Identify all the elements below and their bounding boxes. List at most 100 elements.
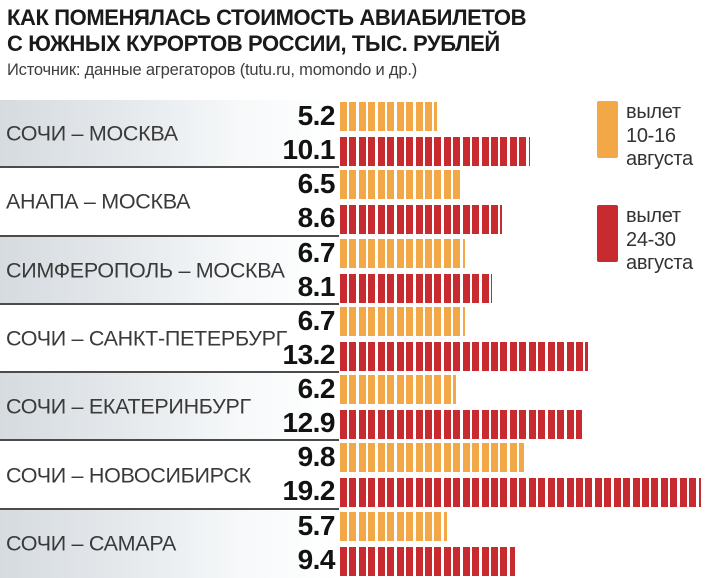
row-background [0,373,339,442]
bar-segment [406,170,414,200]
chart-row: СОЧИ – НОВОСИБИРСК 9.8 19.2 [0,441,705,510]
bar-segment [387,443,395,473]
bar-segment [368,511,376,541]
legend-label-late: вылет 24-30 августа [626,205,693,276]
bar-segment [377,341,385,371]
bar-segment [340,273,347,303]
bar-segment [387,375,395,405]
bar-late-flight [340,341,591,371]
bar-segment [387,137,395,166]
bar-late-flight [340,546,518,576]
bar-segment [481,205,489,235]
bar-early-flight [340,102,440,131]
bar-segment [358,375,366,405]
bar-segment [358,443,366,473]
bar-segment [491,546,498,576]
bar-segment [500,205,502,235]
header: КАК ПОМЕНЯЛАСЬ СТОИМОСТЬ АВИАБИЛЕТОВ С Ю… [7,5,526,80]
bar-segment [396,410,404,440]
bar-segment [443,205,451,235]
bar-segment [387,306,395,336]
bar-segment [453,341,461,371]
bar-segment [528,341,536,371]
bar-segment [519,341,527,371]
bar-segment [349,273,357,303]
value-early-flight: 5.7 [297,509,336,541]
bar-segment [358,478,366,508]
bar-segment [424,375,432,405]
bar-segment [368,205,376,235]
bar-segment [547,478,555,508]
bar-late-flight [340,410,584,440]
bar-segment [406,273,414,303]
bar-segment [349,443,357,473]
bar-segment [396,443,404,473]
bar-segment [358,238,366,268]
legend-label-line: августа [626,252,693,274]
bar-segment [368,273,376,303]
bar-segment [396,137,404,166]
bar-segment [443,546,451,576]
bar-segment [538,410,546,440]
bar-segment [434,511,442,541]
bar-segment [472,273,480,303]
bar-segment [679,478,687,508]
bar-segment [424,306,432,336]
bar-segment [368,102,376,131]
bar-segment [340,205,347,235]
bar-segment [415,238,423,268]
bar-segment [434,375,442,405]
bar-segment [453,238,461,268]
row-background [0,305,339,374]
bar-segment [358,341,366,371]
bar-segment [453,137,461,166]
bar-segment [453,273,461,303]
bar-segment [415,137,423,166]
legend-swatch-red [597,205,618,262]
bar-segment [443,410,451,440]
row-background [0,509,339,578]
bar-segment [462,443,470,473]
bar-segment [509,137,517,166]
bar-segment [424,102,432,131]
bar-segment [396,205,404,235]
bar-segment [623,478,631,508]
bar-late-flight [340,205,504,235]
bar-segment [443,375,451,405]
bar-segment [642,478,649,508]
bar-segment [387,410,395,440]
bar-segment [358,546,366,576]
bar-segment [698,478,702,508]
bar-segment [349,410,357,440]
bar-segment [424,341,432,371]
bar-segment [368,238,376,268]
bar-segment [528,410,536,440]
legend-swatch-orange [597,101,618,158]
bar-chart: СОЧИ – МОСКВА 5.2 10.1 АНАПА – МОСКВА 6.… [0,100,705,578]
bar-segment [424,478,432,508]
bar-segment [424,205,432,235]
bar-segment [585,341,589,371]
bar-segment [415,341,423,371]
bar-segment [472,410,480,440]
bar-segment [340,511,347,541]
route-label: СОЧИ – САМАРА [6,531,176,556]
bar-segment [424,238,432,268]
bar-segment [340,238,347,268]
bar-segment [585,478,593,508]
bar-segment [509,443,517,473]
bar-segment [453,546,461,576]
bar-segment [557,410,565,440]
value-early-flight: 5.2 [297,100,336,131]
bar-segment [358,511,366,541]
bar-segment [368,341,376,371]
bar-segment [377,478,385,508]
bar-segment [349,170,357,200]
bar-late-flight [340,137,533,166]
bar-segment [491,137,498,166]
legend-label-line: вылет [626,101,681,123]
bar-segment [434,238,442,268]
bar-segment [387,511,395,541]
bar-segment [481,546,489,576]
bar-segment [415,375,423,405]
